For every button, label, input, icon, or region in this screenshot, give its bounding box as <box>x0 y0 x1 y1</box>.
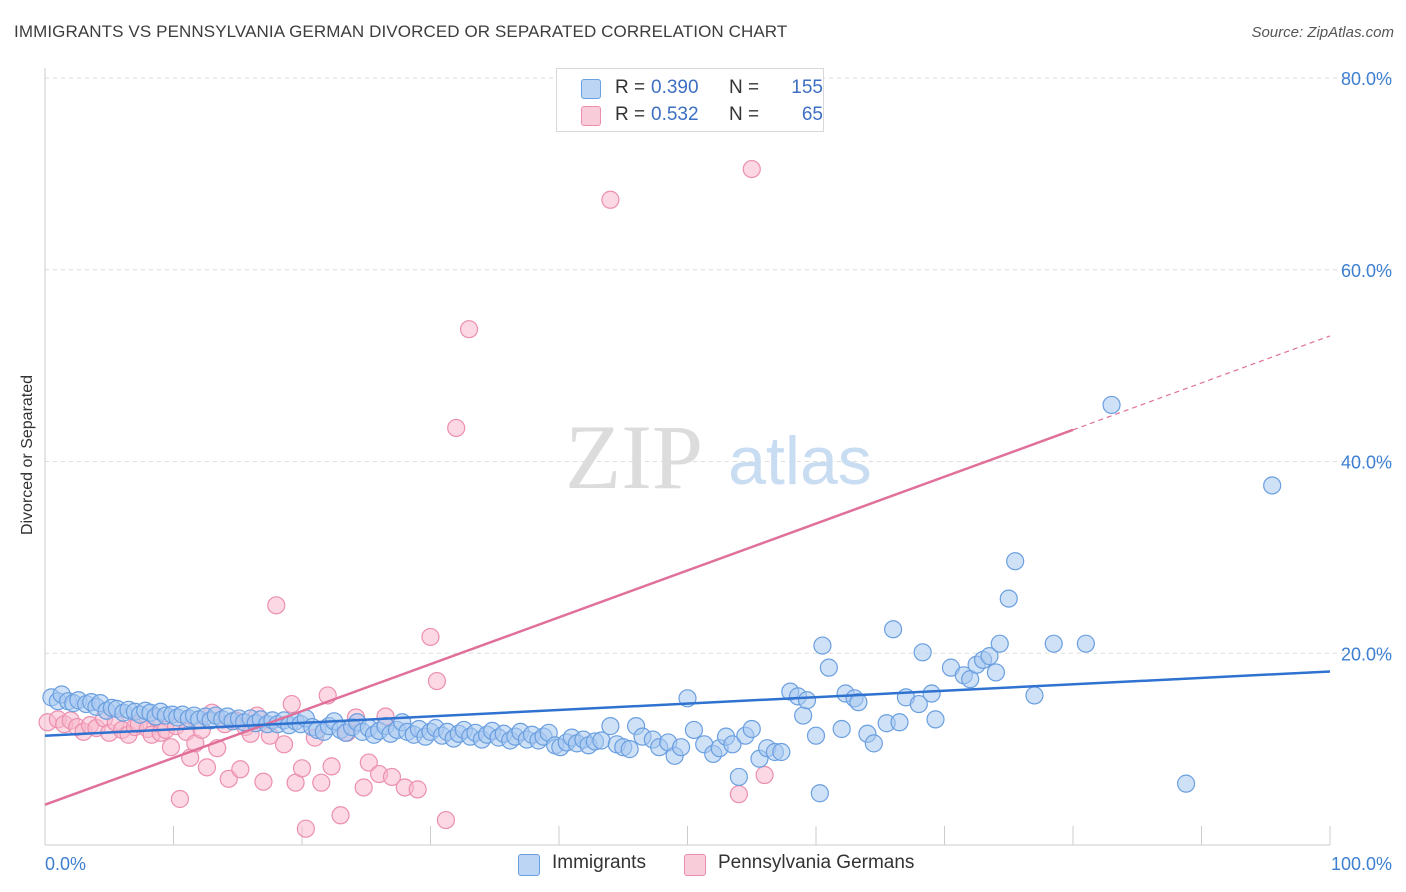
y-axis-title: Divorced or Separated <box>19 374 36 536</box>
data-point-pennsylvania-germans <box>436 810 456 830</box>
trend-line-immigrants <box>44 670 1331 737</box>
data-point-immigrants <box>671 738 691 757</box>
data-point-immigrants <box>813 636 832 655</box>
data-point-pennsylvania-germans <box>421 627 440 647</box>
legend-r-label: R = <box>615 77 646 98</box>
data-point-pennsylvania-germans <box>427 671 447 691</box>
data-point-immigrants <box>909 694 928 714</box>
x-tick-label: 0.0% <box>45 854 86 874</box>
data-point-immigrants <box>990 634 1009 653</box>
legend-label-pennsylvania-germans: Pennsylvania Germans <box>718 852 915 873</box>
legend-swatch-immigrants <box>518 854 540 876</box>
data-point-immigrants <box>890 713 909 732</box>
watermark-atlas: atlas <box>728 423 872 499</box>
legend-n-label: N = <box>729 77 760 98</box>
data-point-immigrants <box>772 742 791 762</box>
data-point-pennsylvania-germans <box>331 806 350 825</box>
y-tick-label: 60.0% <box>1341 261 1392 281</box>
data-point-immigrants <box>883 620 903 639</box>
data-point-immigrants <box>1025 686 1044 705</box>
data-point-immigrants <box>913 643 932 662</box>
data-point-immigrants <box>1076 634 1095 653</box>
data-point-immigrants <box>797 691 817 710</box>
gridlines <box>45 77 1392 654</box>
legend-swatch-pennsylvania-germans <box>684 854 706 876</box>
data-point-immigrants <box>832 719 851 739</box>
immigrants-points <box>42 395 1282 803</box>
data-point-immigrants <box>986 663 1006 682</box>
data-point-pennsylvania-germans <box>267 596 286 615</box>
legend-n-label: N = <box>729 104 760 125</box>
data-point-pennsylvania-germans <box>408 780 427 799</box>
data-point-immigrants <box>1263 476 1282 495</box>
y-tick-label: 40.0% <box>1341 453 1392 473</box>
data-point-pennsylvania-germans <box>274 735 294 754</box>
data-point-immigrants <box>806 726 826 745</box>
y-tick-label: 20.0% <box>1341 644 1392 664</box>
data-point-pennsylvania-germans <box>231 760 250 779</box>
data-point-pennsylvania-germans <box>161 738 181 757</box>
data-point-pennsylvania-germans <box>170 789 190 809</box>
watermark: ZIP atlas <box>565 406 872 508</box>
data-point-pennsylvania-germans <box>292 759 312 778</box>
data-point-pennsylvania-germans <box>296 819 315 838</box>
x-tick-label: 100.0% <box>1331 854 1392 874</box>
chart-title: IMMIGRANTS VS PENNSYLVANIA GERMAN DIVORC… <box>14 22 788 41</box>
data-point-immigrants <box>723 735 742 754</box>
data-point-immigrants <box>1102 395 1121 415</box>
data-point-immigrants <box>601 717 620 736</box>
data-point-pennsylvania-germans <box>359 753 378 772</box>
data-point-pennsylvania-germans <box>601 190 620 209</box>
legend-swatch-pennsylvania-germans <box>581 106 601 126</box>
data-point-immigrants <box>926 710 945 729</box>
legend-n-value: 155 <box>791 77 823 98</box>
source-label: Source: ZipAtlas.com <box>1251 24 1394 41</box>
legend-n-value: 65 <box>801 104 823 125</box>
data-point-pennsylvania-germans <box>322 757 341 776</box>
data-point-pennsylvania-germans <box>382 767 402 787</box>
data-point-immigrants <box>1006 552 1025 571</box>
data-point-pennsylvania-germans <box>254 772 273 791</box>
data-point-pennsylvania-germans <box>742 159 761 179</box>
data-point-immigrants <box>864 734 883 753</box>
data-point-immigrants <box>819 658 838 677</box>
y-tick-label: 80.0% <box>1341 69 1392 89</box>
watermark-zip: ZIP <box>565 406 703 508</box>
data-point-immigrants <box>794 706 813 725</box>
data-point-immigrants <box>849 693 868 712</box>
data-point-immigrants <box>1176 774 1196 793</box>
trend-lines <box>44 335 1331 806</box>
legend-r-value: 0.390 <box>651 77 699 98</box>
data-point-pennsylvania-germans <box>729 785 749 804</box>
data-point-pennsylvania-germans <box>197 758 217 777</box>
data-point-immigrants <box>999 589 1018 608</box>
data-point-pennsylvania-germans <box>282 694 301 714</box>
data-point-pennsylvania-germans <box>312 773 331 792</box>
data-point-pennsylvania-germans <box>354 778 373 797</box>
trend-line-pennsylvania-germans-extension <box>1072 335 1331 431</box>
data-point-immigrants <box>684 720 704 740</box>
legend-r-label: R = <box>615 104 646 125</box>
data-point-immigrants <box>1044 634 1063 653</box>
data-point-immigrants <box>729 767 749 787</box>
data-point-immigrants <box>980 647 999 666</box>
trend-line-pennsylvania-germans <box>44 428 1074 806</box>
data-point-immigrants <box>620 740 639 759</box>
legend-r-value: 0.532 <box>651 104 699 125</box>
data-point-pennsylvania-germans <box>447 418 466 438</box>
data-point-immigrants <box>810 784 829 803</box>
data-point-immigrants <box>922 684 941 703</box>
tick-labels: 20.0% 40.0% 60.0% 80.0% 0.0% 100.0% <box>45 69 1392 874</box>
legend-swatch-immigrants <box>581 79 601 99</box>
data-point-pennsylvania-germans <box>755 765 774 785</box>
data-point-immigrants <box>742 719 761 739</box>
correlation-legend: R = 0.390 N = 155 R = 0.532 N = 65 <box>556 68 824 132</box>
legend-label-immigrants: Immigrants <box>552 852 646 873</box>
data-point-pennsylvania-germans <box>459 320 479 339</box>
